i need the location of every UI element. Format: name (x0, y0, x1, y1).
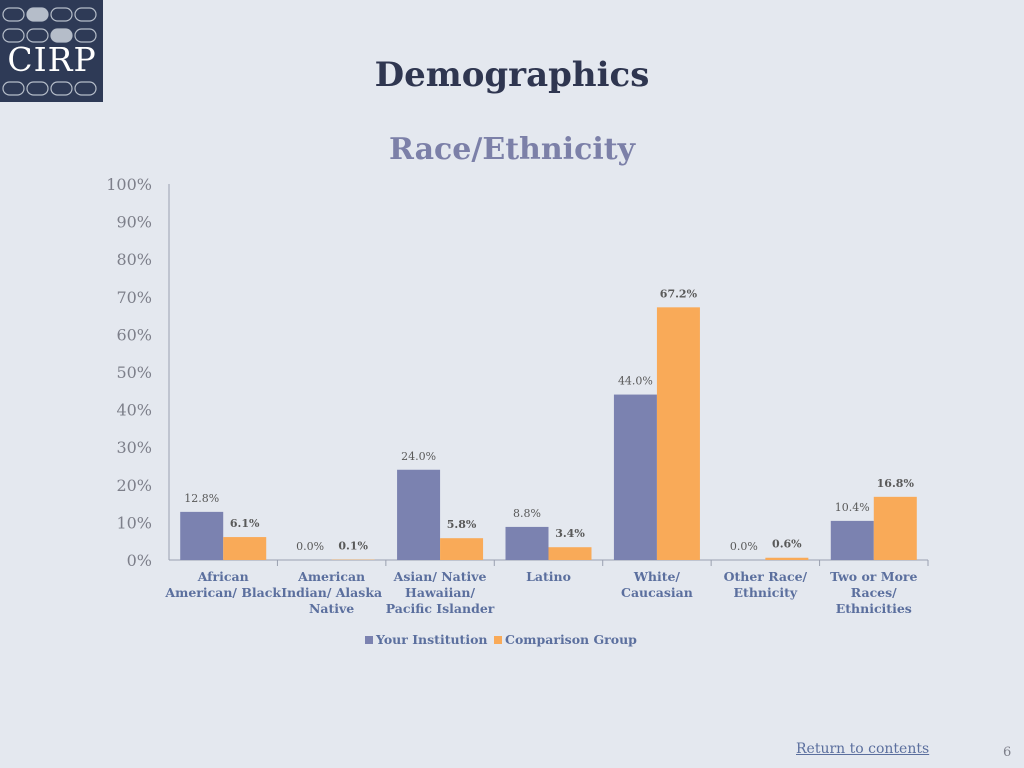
x-category-label-line: Indian/ Alaska (281, 585, 382, 600)
y-tick-label: 0% (127, 551, 152, 570)
x-category-label: Two or More Races/Ethnicities (830, 569, 917, 616)
x-category-label: African American/ Black (164, 569, 281, 600)
y-tick-label: 30% (116, 438, 152, 457)
bar-comparison-group (548, 547, 592, 560)
data-label: 5.8% (447, 518, 477, 531)
x-category-label-line: American/ Black (164, 585, 281, 600)
x-category-label-line: Ethnicity (734, 585, 798, 600)
logo-pill (2, 81, 25, 96)
data-label: 8.8% (513, 507, 541, 520)
bar-comparison-group (440, 538, 484, 560)
logo-text: CIRP (7, 40, 97, 79)
chart-title: Race/Ethnicity (388, 132, 636, 167)
x-category-label-line: American (297, 569, 365, 584)
x-category-label-line: Ethnicities (836, 601, 912, 616)
data-label: 44.0% (618, 375, 653, 388)
page-title: Demographics (374, 55, 650, 95)
bar-comparison-group (656, 307, 700, 560)
legend-label: Your Institution (375, 632, 488, 647)
y-tick-label: 60% (116, 325, 152, 344)
data-label: 0.0% (296, 540, 324, 553)
bar-comparison-group (223, 537, 267, 560)
x-category-label: Asian/ Native Hawaiian/Pacific Islander (386, 569, 495, 616)
bar-your-institution (830, 520, 874, 560)
logo-pill (74, 28, 97, 43)
return-to-contents-link[interactable]: Return to contents (796, 741, 930, 757)
data-label: 3.4% (555, 527, 585, 540)
x-category-label: Other Race/Ethnicity (724, 569, 808, 600)
data-label: 24.0% (401, 450, 436, 463)
cirp-logo: CIRP (0, 0, 103, 102)
y-tick-label: 80% (116, 250, 152, 269)
logo-pill (26, 81, 49, 96)
bar-your-institution (505, 526, 549, 560)
logo-pill (26, 7, 49, 22)
logo-pill (26, 28, 49, 43)
legend-swatch (365, 636, 373, 644)
x-category-label-line: Hawaiian/ (405, 585, 475, 600)
x-category-label-line: Latino (526, 569, 571, 584)
bar-comparison-group (765, 557, 809, 560)
logo-pill (50, 28, 73, 43)
bar-comparison-group (873, 496, 917, 560)
y-tick-label: 20% (116, 476, 152, 495)
data-label: 12.8% (184, 492, 219, 505)
logo-pattern (2, 7, 97, 96)
data-label: 0.1% (338, 540, 368, 553)
legend-label: Comparison Group (505, 632, 637, 647)
logo-pill (2, 28, 25, 43)
logo-pill (50, 81, 73, 96)
x-category-label-line: White/ (633, 569, 681, 584)
data-label: 16.8% (877, 477, 915, 490)
page-number: 6 (1003, 745, 1012, 760)
y-tick-label: 90% (116, 213, 152, 232)
legend-swatch (494, 636, 502, 644)
logo-pill (74, 7, 97, 22)
data-label: 6.1% (230, 517, 260, 530)
x-category-label-line: African (197, 569, 249, 584)
bar-your-institution (180, 511, 224, 560)
logo-pill (50, 7, 73, 22)
x-category-label-line: Native (309, 601, 354, 616)
x-category-label-line: Pacific Islander (386, 601, 495, 616)
data-label: 10.4% (835, 501, 870, 514)
x-category-label-line: Races/ (851, 585, 897, 600)
x-category-label: American Indian/ Alaska Native (281, 569, 382, 616)
x-category-label-line: Other Race/ (724, 569, 808, 584)
y-tick-label: 50% (116, 363, 152, 382)
data-label: 0.6% (772, 538, 802, 551)
y-tick-label: 10% (116, 513, 152, 532)
x-category-label-line: Caucasian (621, 585, 693, 600)
x-category-label-line: Asian/ Native (393, 569, 487, 584)
y-tick-label: 70% (116, 288, 152, 307)
data-label: 0.0% (730, 540, 758, 553)
bar-your-institution (397, 469, 441, 560)
x-category-label-line: Two or More (830, 569, 917, 584)
y-tick-label: 40% (116, 401, 152, 420)
data-label: 67.2% (660, 287, 698, 300)
logo-pill (74, 81, 97, 96)
logo-pill (2, 7, 25, 22)
bar-your-institution (613, 394, 657, 560)
x-category-label: Latino (526, 569, 571, 584)
x-category-label: White/Caucasian (621, 569, 693, 600)
y-tick-label: 100% (106, 175, 152, 194)
